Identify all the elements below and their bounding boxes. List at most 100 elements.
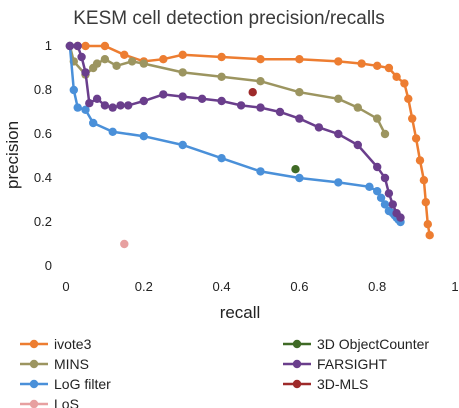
data-point-log-filter [365, 182, 374, 191]
series-3d-objectcounter [291, 165, 300, 174]
series-log-filter [65, 41, 405, 227]
series-line-ivote3 [69, 44, 431, 236]
data-point-farsight [65, 41, 75, 51]
data-point-log-filter [69, 85, 79, 95]
data-point-farsight [197, 94, 207, 104]
data-point-farsight [256, 103, 265, 112]
data-point-ivote3 [421, 198, 430, 207]
data-point-los [120, 239, 129, 249]
y-tick-label: 0.8 [34, 82, 52, 97]
data-point-mins [295, 88, 304, 97]
data-point-log-filter [139, 132, 148, 141]
legend-swatch-marker [29, 359, 39, 369]
data-point-ivote3 [81, 41, 90, 51]
x-tick-label: 0.2 [135, 279, 153, 294]
data-point-mins [256, 77, 265, 86]
data-point-farsight [334, 129, 343, 139]
data-point-ivote3 [411, 134, 421, 143]
data-point-ivote3 [334, 57, 343, 66]
legend-label: 3D-MLS [317, 376, 368, 392]
y-tick-label: 0 [45, 258, 52, 273]
chart-title: KESM cell detection precision/recalls [73, 8, 385, 29]
legend-swatch-marker [292, 359, 302, 369]
legend-swatch-marker [29, 339, 39, 349]
data-point-farsight [73, 41, 82, 51]
data-point-farsight [77, 52, 86, 62]
y-axis-title: precision [3, 121, 22, 189]
data-point-farsight [388, 200, 397, 209]
data-point-farsight [178, 92, 187, 101]
series-los [120, 239, 129, 249]
data-point-farsight [314, 123, 324, 132]
data-point-farsight [159, 90, 168, 99]
legend-swatch-marker [292, 379, 302, 389]
data-point-ivote3 [295, 55, 304, 64]
data-point-ivote3 [373, 61, 382, 70]
data-point-mins [380, 129, 390, 139]
y-tick-label: 1 [45, 38, 52, 53]
data-point-log-filter [295, 173, 304, 183]
legend-item-los: LoS [20, 396, 79, 408]
y-tick-label: 0.4 [34, 170, 52, 185]
data-point-ivote3 [256, 55, 265, 64]
data-point-farsight [396, 213, 405, 222]
series-mins [65, 41, 390, 139]
data-point-farsight [108, 103, 117, 112]
data-point-mins [334, 94, 343, 104]
legend-item-farsight: FARSIGHT [283, 356, 387, 372]
series-farsight [65, 41, 405, 222]
legend-item-mins: MINS [20, 356, 89, 372]
legend-label: FARSIGHT [317, 356, 387, 372]
data-point-mins [100, 55, 110, 64]
data-point-mins [139, 59, 148, 68]
data-point-ivote3 [178, 50, 187, 59]
data-point-ivote3 [100, 41, 110, 51]
data-point-log-filter [256, 167, 265, 176]
data-point-ivote3 [408, 114, 417, 123]
data-point-farsight [275, 107, 285, 117]
data-point-mins [178, 68, 187, 77]
data-point-3d-mls [248, 88, 257, 97]
legend-item-3d-mls: 3D-MLS [283, 376, 368, 392]
x-tick-label: 1 [451, 279, 458, 294]
data-point-3d-objectcounter [291, 165, 300, 174]
x-tick-label: 0.8 [368, 279, 386, 294]
data-point-ivote3 [384, 63, 394, 73]
data-point-farsight [124, 101, 133, 110]
legend: ivote3 MINS LoG filter LoS 3D ObjectCounter F… [20, 336, 429, 408]
series-line-log-filter [68, 45, 402, 223]
data-point-farsight [373, 162, 382, 172]
data-point-farsight [295, 114, 304, 123]
data-point-log-filter [108, 127, 117, 136]
data-point-log-filter [217, 154, 226, 163]
x-tick-label: 0 [62, 279, 69, 294]
legend-item-log-filter: LoG filter [20, 376, 111, 392]
data-point-mins [217, 72, 226, 82]
data-point-log-filter [73, 103, 82, 112]
data-point-farsight [353, 140, 362, 150]
legend-item-3d-objectcounter: 3D ObjectCounter [283, 336, 429, 352]
data-point-mins [353, 103, 362, 112]
data-point-ivote3 [392, 72, 401, 82]
data-point-ivote3 [217, 52, 226, 62]
data-point-ivote3 [120, 50, 129, 59]
data-point-log-filter [81, 105, 90, 115]
data-point-farsight [85, 99, 94, 108]
data-point-farsight [139, 96, 148, 106]
x-tick-label: 0.4 [213, 279, 231, 294]
series-3d-mls [248, 88, 257, 97]
data-point-farsight [380, 173, 390, 183]
data-point-farsight [116, 101, 125, 110]
data-point-farsight [100, 101, 110, 110]
data-point-ivote3 [415, 156, 425, 165]
data-point-mins [112, 61, 121, 70]
data-point-farsight [236, 101, 246, 110]
data-point-log-filter [376, 193, 386, 202]
data-point-log-filter [89, 118, 98, 128]
x-tick-label: 0.6 [290, 279, 308, 294]
legend-label: LoG filter [54, 376, 111, 392]
legend-swatch-marker [292, 339, 302, 349]
y-axis-ticks: 0 0.2 0.4 0.6 0.8 1 [34, 38, 52, 273]
data-point-farsight [217, 96, 226, 106]
